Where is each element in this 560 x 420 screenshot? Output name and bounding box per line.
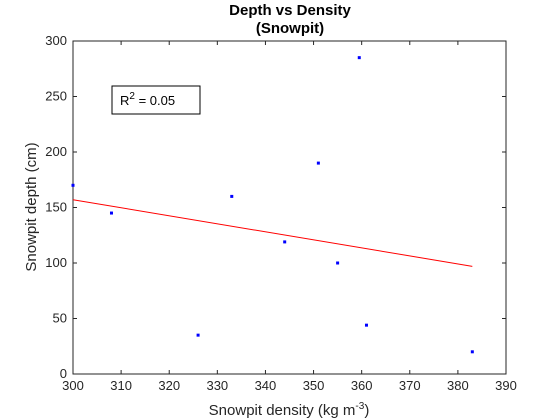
data-point — [109, 211, 113, 215]
data-point — [357, 56, 361, 60]
x-tick-label: 300 — [62, 378, 84, 393]
chart-subtitle: (Snowpit) — [256, 20, 324, 37]
x-tick-label: 330 — [206, 378, 228, 393]
data-point — [71, 183, 75, 187]
data-point — [470, 350, 474, 354]
x-tick-label: 390 — [495, 378, 517, 393]
y-tick-label: 0 — [60, 366, 67, 381]
plot-area — [71, 56, 474, 354]
annotation-sup: 2 — [129, 91, 135, 102]
x-tick-label: 380 — [447, 378, 469, 393]
x-axis-label-main: Snowpit density (kg m — [209, 402, 356, 419]
data-point — [316, 161, 320, 165]
x-tick-label: 320 — [158, 378, 180, 393]
annotation-suffix: = 0.05 — [135, 93, 175, 108]
chart-title: Depth vs Density — [229, 2, 351, 19]
y-tick-label: 150 — [45, 200, 67, 215]
x-tick-label: 360 — [351, 378, 373, 393]
y-tick-label: 250 — [45, 89, 67, 104]
y-tick-label: 50 — [53, 311, 67, 326]
annotation-text: R2 = 0.05 — [120, 91, 175, 108]
annotation-box — [111, 85, 201, 115]
y-tick-label: 300 — [45, 33, 67, 48]
annotation-prefix: R — [120, 93, 129, 108]
y-tick-label: 200 — [45, 144, 67, 159]
data-point — [196, 333, 200, 337]
x-tick-label: 370 — [399, 378, 421, 393]
y-tick-label: 100 — [45, 255, 67, 270]
r-squared-annotation: R2 = 0.05 — [111, 85, 201, 115]
x-tick-label: 350 — [303, 378, 325, 393]
data-point — [336, 261, 340, 265]
x-axis-label: Snowpit density (kg m-3) — [209, 401, 370, 419]
y-axis-label: Snowpit depth (cm) — [23, 142, 40, 271]
x-tick-label: 340 — [255, 378, 277, 393]
data-point — [283, 240, 287, 244]
x-axis-label-end: ) — [364, 402, 369, 419]
axes: 300 310 320 330 340 350 360 370 380 390 0 50 100 150 2… — [45, 33, 517, 393]
data-point — [230, 194, 234, 198]
regression-line — [72, 199, 473, 267]
x-tick-label: 310 — [110, 378, 132, 393]
x-axis-label-sup: -3 — [355, 401, 364, 412]
data-point — [364, 323, 368, 327]
